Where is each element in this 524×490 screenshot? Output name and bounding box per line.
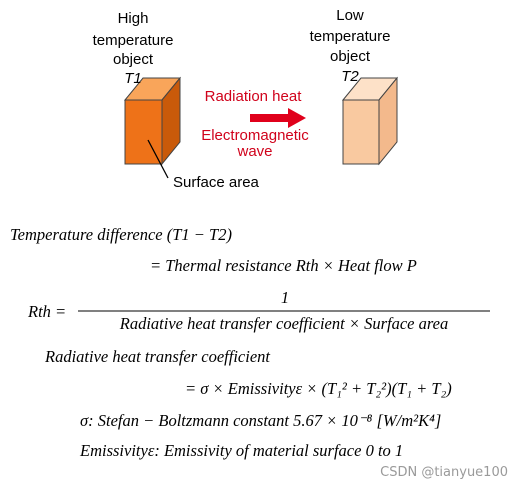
formula: = Thermal resistance Rth × Heat flow P (150, 256, 417, 275)
pointer-line (147, 139, 169, 179)
label: object (113, 51, 154, 68)
formula: 1 (281, 288, 289, 307)
label: T1 (124, 70, 142, 87)
formula: Emissivityε: Emissivity of material surf… (79, 441, 403, 460)
label: High (118, 10, 149, 27)
label: temperature (93, 32, 174, 49)
watermark: CSDN @tianyue100 (380, 465, 508, 480)
label: wave (236, 143, 272, 160)
high-object-box (123, 76, 182, 166)
label: Radiation heat (205, 88, 303, 105)
formula: Radiative heat transfer coefficient × Su… (119, 314, 449, 333)
formula: Temperature difference (T1 − T2) (10, 225, 232, 244)
radiation-arrow (250, 108, 306, 128)
label: Low (336, 7, 364, 24)
label: Electromagnetic (201, 127, 309, 144)
formula: Radiative heat transfer coefficient (44, 347, 270, 366)
formula: σ: Stefan − Boltzmann constant 5.67 × 10… (80, 411, 441, 430)
label: Surface area (173, 174, 260, 191)
formula: = σ × Emissivityε × (T₁² + T₂²)(T₁ + T₂) (185, 379, 452, 398)
label: T2 (341, 68, 359, 85)
low-object-box (341, 76, 399, 166)
formula: Rth = (27, 302, 66, 321)
label: temperature (310, 28, 391, 45)
label: object (330, 48, 371, 65)
